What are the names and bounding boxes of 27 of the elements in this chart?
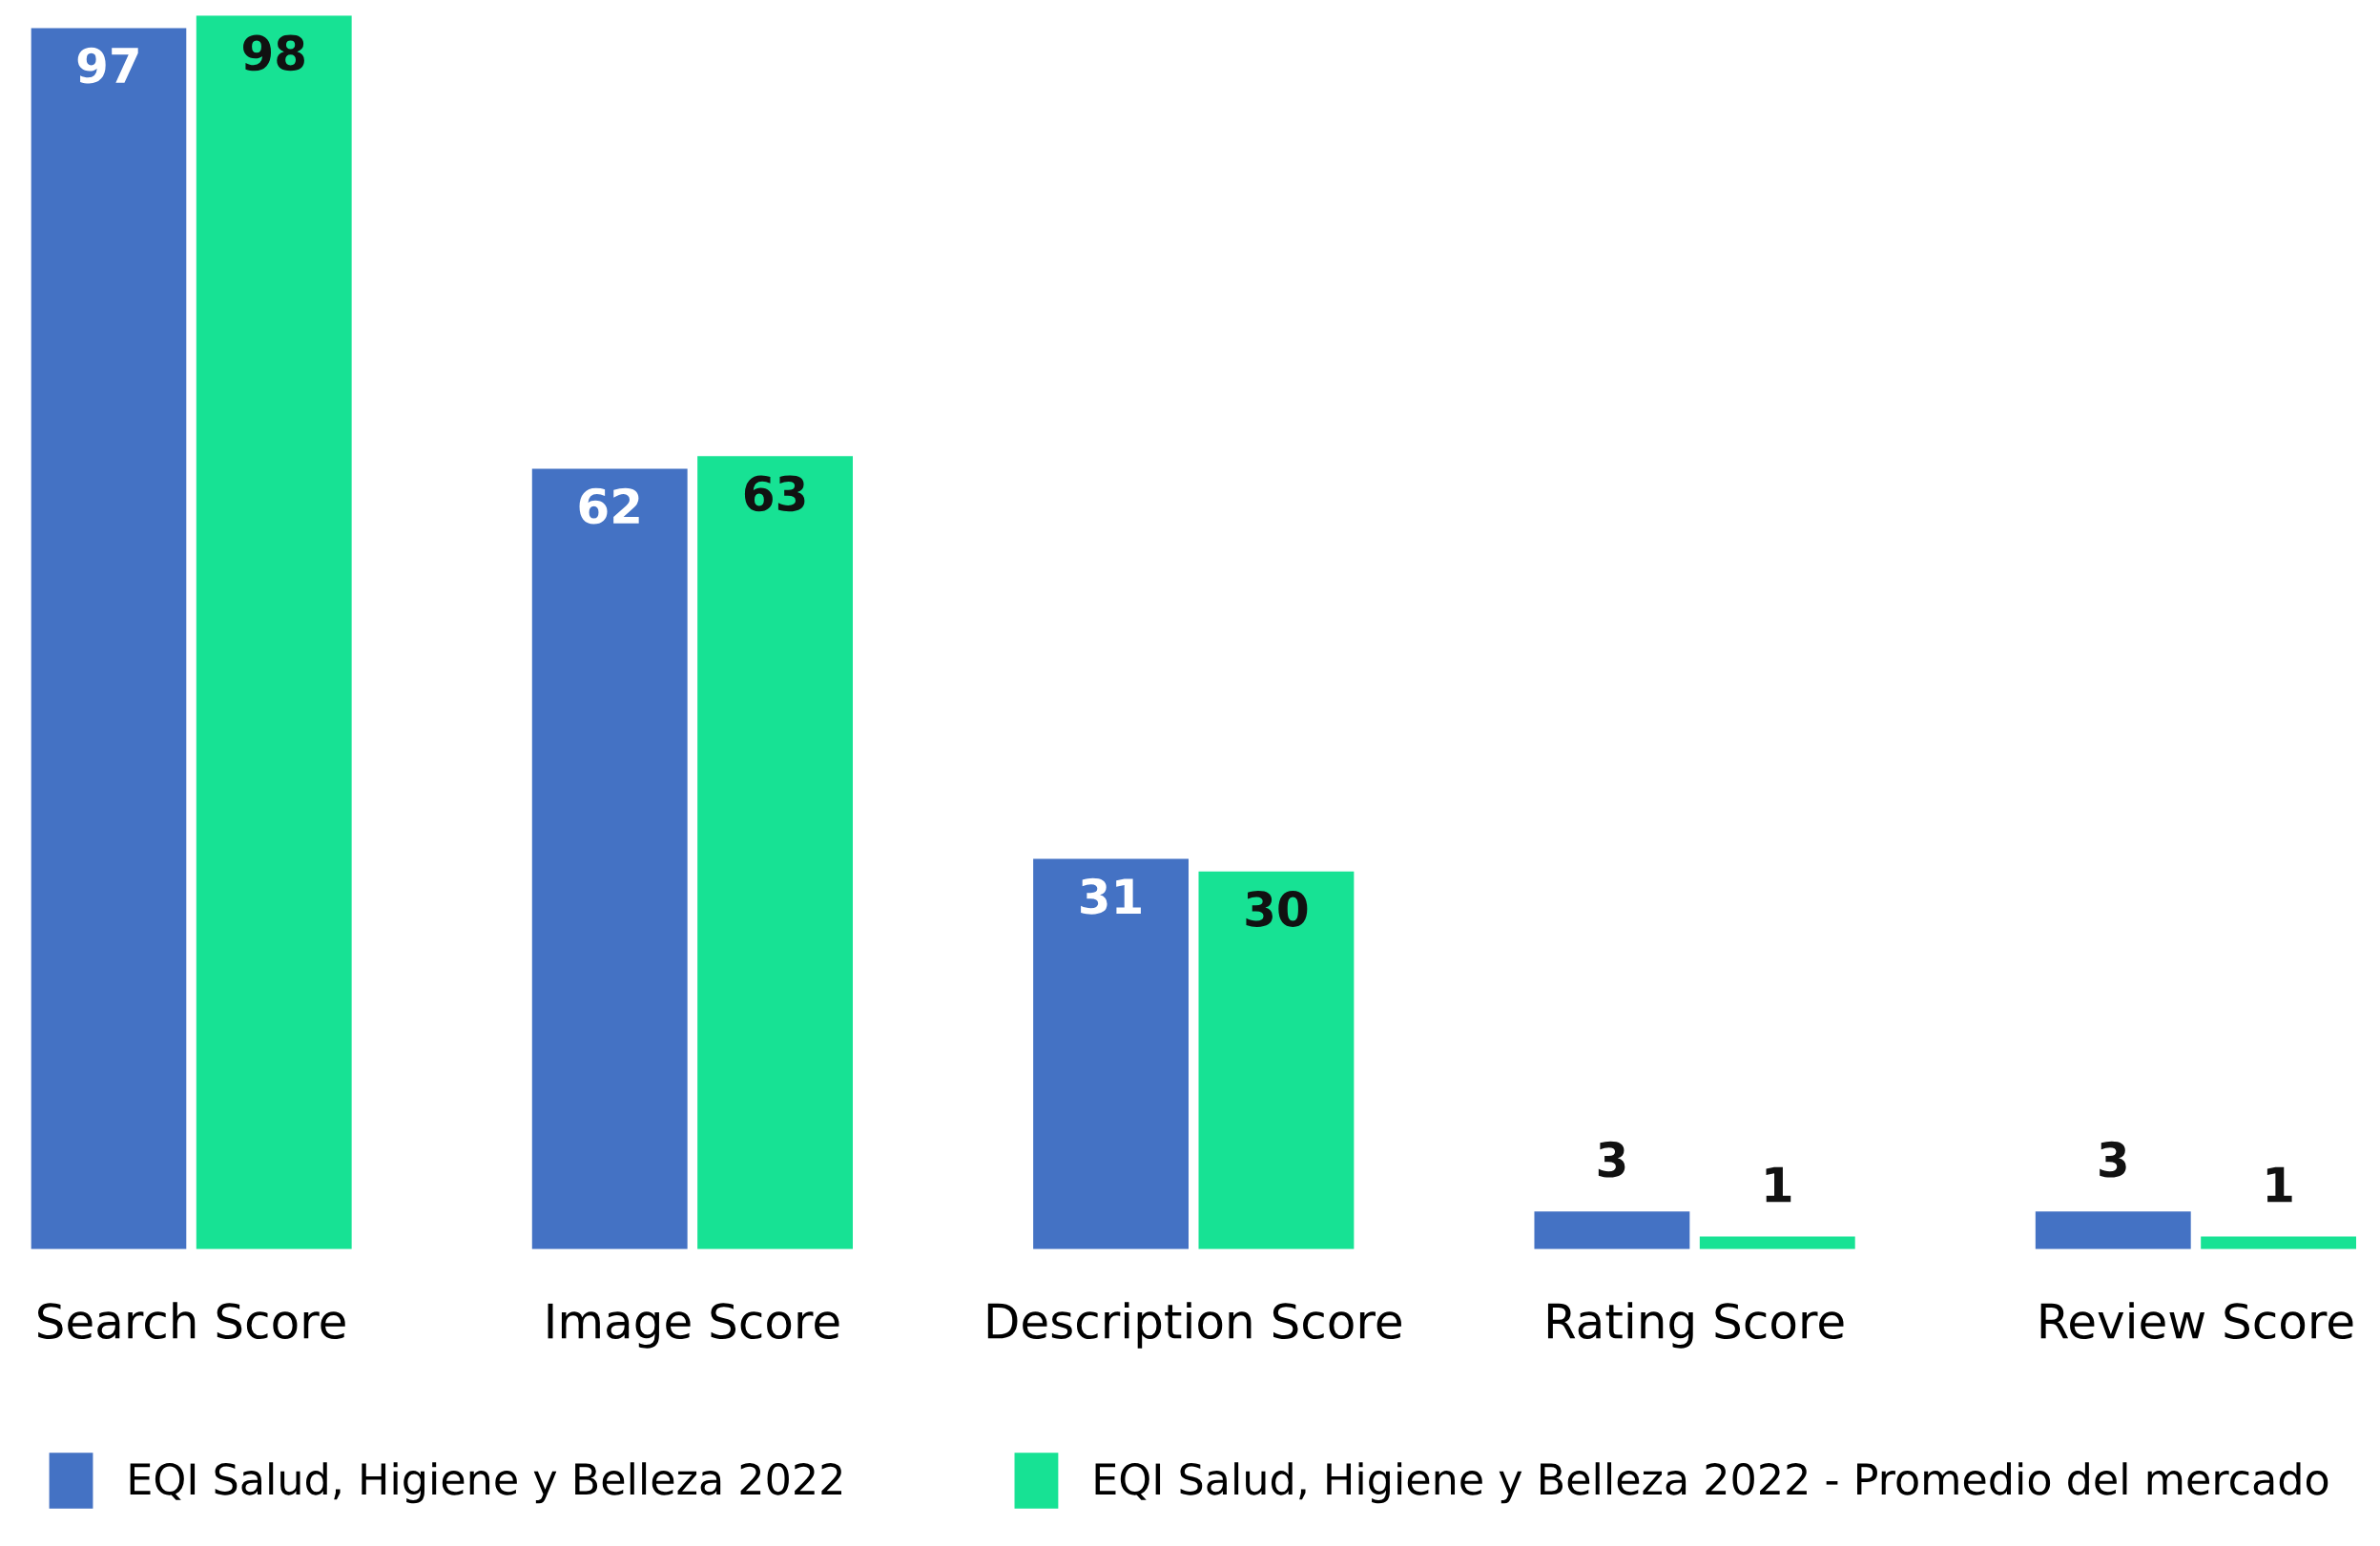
data-label: 63: [744, 475, 805, 512]
x-tick-label: Description Score: [987, 1302, 1401, 1349]
x-tick-label: Image Score: [548, 1303, 839, 1349]
bar: [31, 28, 187, 1249]
x-tick-label: Search Score: [38, 1302, 345, 1340]
data-label: 62: [579, 487, 639, 525]
data-label: 1: [2266, 1166, 2292, 1203]
legend-label: EQI Salud, Higiene y Belleza 2022: [130, 1462, 841, 1504]
data-label: 98: [243, 34, 304, 72]
bar: [697, 456, 854, 1249]
bar: [1198, 871, 1355, 1249]
bar: [1534, 1211, 1690, 1249]
x-tick-label: Review Score: [2040, 1302, 2353, 1340]
data-label: 1: [1766, 1166, 1791, 1203]
bar: [1033, 858, 1189, 1249]
data-label: 30: [1246, 891, 1308, 927]
data-label: 97: [77, 47, 138, 84]
bar: [2201, 1236, 2357, 1249]
x-tick-label: Rating Score: [1547, 1302, 1844, 1349]
data-label: 3: [2100, 1141, 2126, 1178]
bar: [531, 468, 688, 1249]
bar: [196, 15, 352, 1249]
data-label: 3: [1598, 1141, 1625, 1178]
bar: [1699, 1236, 1855, 1249]
bar: [2035, 1211, 2191, 1249]
legend-label: EQI Salud, Higiene y Belleza 2022 - Promedio del mercado: [1095, 1462, 2328, 1504]
data-label: 31: [1081, 877, 1141, 915]
